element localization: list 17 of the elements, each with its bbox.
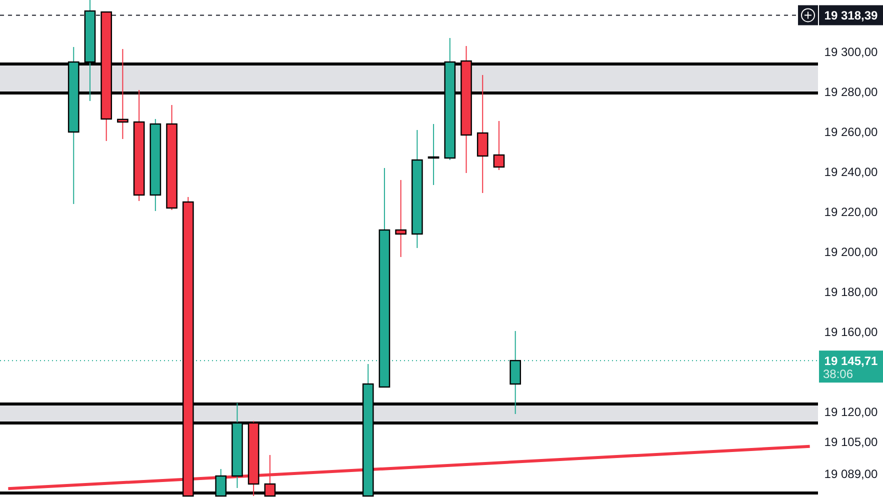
text: 38:06	[823, 366, 854, 381]
y-tick-label: 19 180,00	[824, 285, 878, 300]
y-tick-label: 19 105,00	[824, 435, 878, 450]
y-tick-label: 19 160,00	[824, 325, 878, 340]
ref-line-label: 19 145,71	[824, 354, 878, 368]
ref-line-label: 19 318,39	[824, 8, 878, 22]
y-tick-label: 19 220,00	[824, 205, 878, 220]
y-tick-label: 19 300,00	[824, 45, 878, 60]
y-tick-label: 19 240,00	[824, 165, 878, 180]
candlestick	[493, 120, 505, 170]
y-tick-label: 19 120,00	[824, 405, 878, 420]
y-tick-label: 19 260,00	[824, 125, 878, 140]
y-tick-label: 19 089,00	[824, 467, 878, 482]
y-tick-label: 19 200,00	[824, 245, 878, 260]
candlestick	[395, 180, 406, 258]
candlestick	[428, 124, 440, 186]
y-tick-label: 19 280,00	[824, 85, 878, 100]
